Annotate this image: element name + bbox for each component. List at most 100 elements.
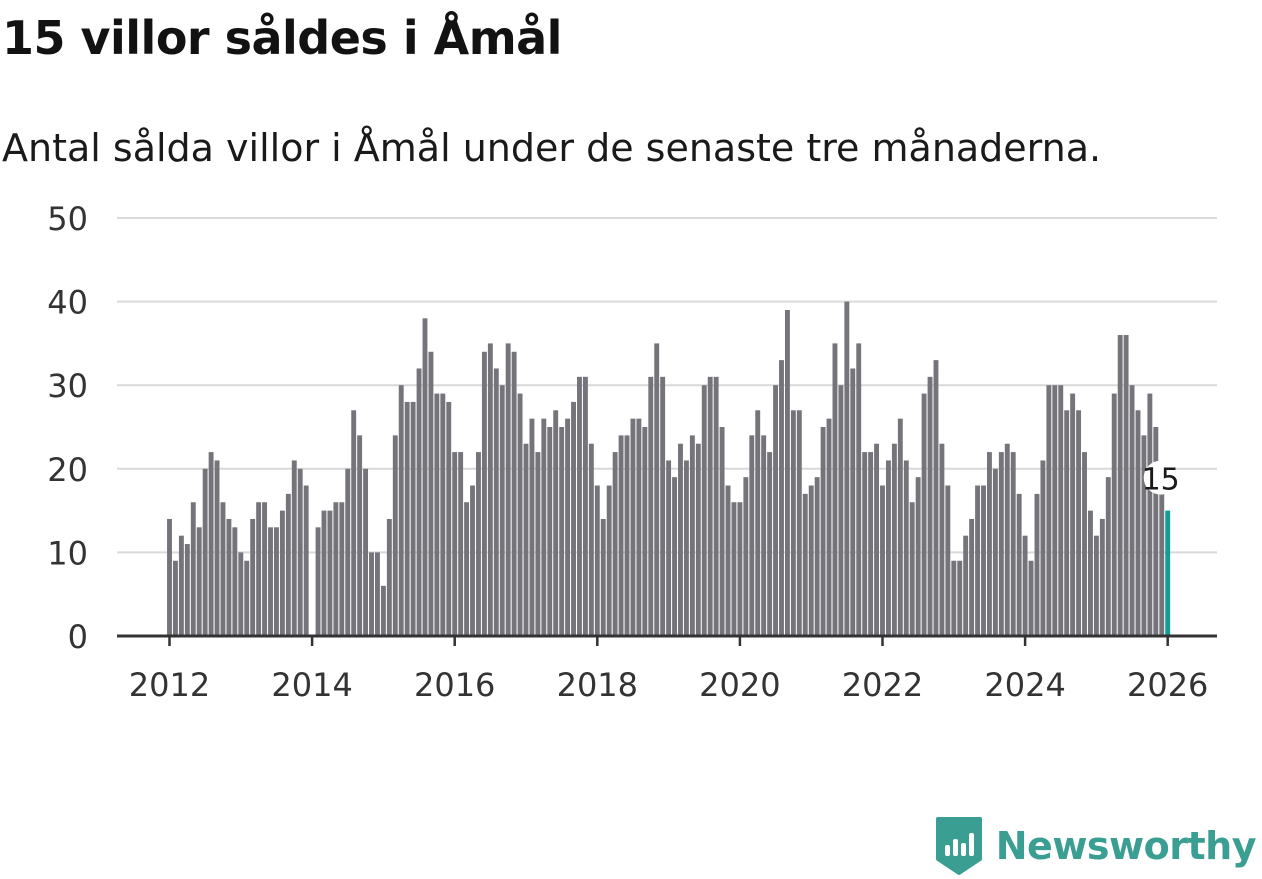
- bar: [850, 368, 856, 636]
- bar: [505, 343, 511, 636]
- bar: [493, 368, 499, 636]
- bar: [279, 510, 285, 636]
- bar: [339, 502, 345, 636]
- bar: [577, 376, 582, 636]
- bar: [933, 360, 939, 636]
- bar: [1082, 452, 1087, 636]
- x-tick-label: 2016: [414, 666, 495, 704]
- newsworthy-logo-icon: [935, 817, 982, 875]
- bar: [808, 485, 814, 636]
- bar: [796, 410, 802, 636]
- bar: [1028, 560, 1034, 636]
- y-axis-labels: 0 10 20 30 40 50: [47, 200, 88, 656]
- bar: [713, 376, 719, 636]
- x-axis-labels: 2012 2014 2016 2018 2020 2022 2024 2026: [129, 666, 1209, 704]
- bar: [749, 435, 755, 636]
- bar: [844, 301, 850, 636]
- bar: [357, 435, 363, 636]
- bar: [1099, 518, 1105, 636]
- bar: [594, 485, 600, 636]
- bar: [178, 535, 184, 636]
- bar: [779, 360, 784, 636]
- bar: [1088, 510, 1093, 636]
- x-tick-label: 2014: [271, 666, 352, 704]
- bar: [511, 351, 517, 636]
- bar: [731, 502, 737, 636]
- bar: [636, 418, 642, 636]
- bar: [660, 376, 666, 636]
- bar: [351, 410, 357, 636]
- chart-subtitle: Antal sålda villor i Åmål under de senas…: [2, 126, 1102, 170]
- bar: [689, 435, 695, 636]
- bar: [262, 502, 268, 636]
- bar: [172, 560, 178, 636]
- bar: [1070, 393, 1076, 636]
- bar: [987, 452, 992, 636]
- bars: [167, 301, 1171, 636]
- bar: [369, 552, 374, 636]
- bar: [464, 502, 470, 636]
- bar: [571, 401, 576, 636]
- bar: [565, 418, 571, 636]
- bar: [1076, 410, 1082, 636]
- bar: [957, 560, 963, 636]
- bar: [274, 527, 279, 636]
- bar: [226, 518, 232, 636]
- bar: [268, 527, 273, 636]
- bar: [422, 318, 428, 636]
- x-tick-label: 2018: [557, 666, 638, 704]
- bar: [725, 485, 731, 636]
- bar: [588, 443, 594, 636]
- bar: [244, 560, 250, 636]
- bar: [481, 351, 487, 636]
- bar: [476, 452, 481, 636]
- bar: [790, 410, 796, 636]
- bar: [802, 493, 808, 636]
- bar: [297, 468, 303, 636]
- y-tick-label: 20: [47, 451, 88, 489]
- bar: [672, 477, 677, 636]
- bar: [820, 427, 826, 636]
- bar: [315, 527, 321, 636]
- bar: [1052, 385, 1058, 636]
- bar: [921, 393, 927, 636]
- bar: [1010, 452, 1016, 636]
- bar: [1111, 393, 1117, 636]
- newsworthy-logo: Newsworthy: [934, 816, 1257, 876]
- bar: [1123, 335, 1129, 636]
- bar: [214, 460, 220, 636]
- bar: [553, 410, 559, 636]
- bar: [897, 418, 903, 636]
- bar: [891, 443, 897, 636]
- bar: [303, 485, 309, 636]
- bar: [862, 452, 868, 636]
- bar: [981, 485, 986, 636]
- bar: [428, 351, 434, 636]
- bar: [190, 502, 196, 636]
- bar: [1129, 385, 1135, 636]
- chart-title: 15 villor såldes i Åmål: [2, 11, 562, 65]
- bar: [392, 435, 398, 636]
- bar: [963, 535, 969, 636]
- bar: [666, 460, 672, 636]
- bar: [719, 427, 725, 636]
- bar: [1093, 535, 1099, 636]
- bar-chart: 0 10 20 30 40 50 2012 2014 2016 2018 2020 2022 2024…: [47, 200, 1217, 704]
- x-tick-label: 2022: [842, 666, 923, 704]
- bar: [202, 468, 208, 636]
- bar: [452, 452, 458, 636]
- bar: [915, 477, 921, 636]
- bar: [208, 452, 214, 636]
- bar: [1147, 393, 1153, 636]
- annotation: 15: [1142, 460, 1180, 498]
- bar: [1135, 410, 1141, 636]
- bar: [1004, 443, 1010, 636]
- bar: [256, 502, 262, 636]
- bar: [517, 393, 523, 636]
- bar: [446, 401, 452, 636]
- bar: [523, 443, 529, 636]
- bar: [547, 427, 553, 636]
- bar: [939, 443, 945, 636]
- bar: [1034, 493, 1040, 636]
- bar: [695, 443, 701, 636]
